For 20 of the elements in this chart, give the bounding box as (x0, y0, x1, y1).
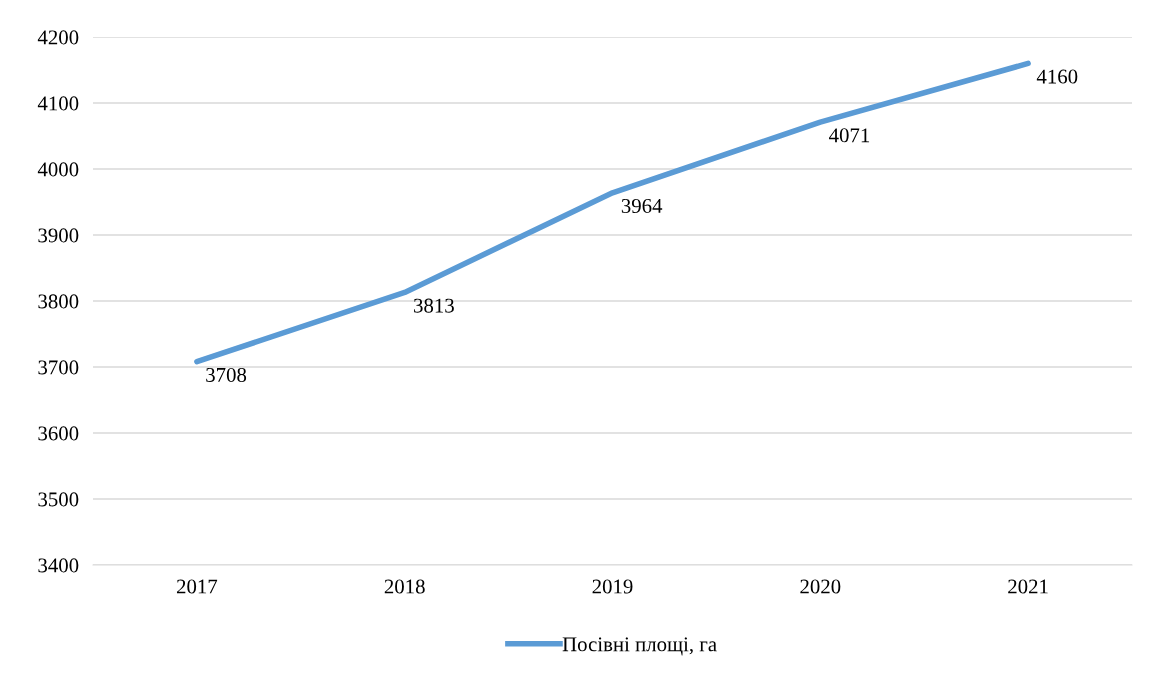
data-label: 4071 (829, 128, 870, 143)
x-tick-label: 2020 (800, 579, 841, 594)
x-tick-label: 2019 (592, 579, 633, 594)
data-label: 3708 (206, 367, 247, 382)
y-tick-label: 4000 (37, 162, 79, 177)
data-label: 4160 (1036, 69, 1078, 84)
y-tick-label: 3600 (38, 426, 79, 441)
x-tick-label: 2018 (384, 579, 425, 594)
x-tick-label: 2017 (176, 579, 218, 594)
data-label: 3964 (621, 198, 663, 213)
y-tick-label: 3400 (38, 558, 79, 573)
y-tick-label: 3500 (38, 492, 79, 507)
data-label: 3813 (414, 298, 454, 313)
y-tick-label: 3800 (38, 294, 79, 309)
y-tick-label: 4100 (37, 96, 79, 111)
x-tick-label: 2021 (1008, 579, 1048, 594)
y-tick-label: 4200 (37, 30, 79, 45)
legend-label: Посівні площі, га (562, 637, 717, 656)
y-tick-label: 3900 (38, 228, 79, 243)
y-tick-label: 3700 (38, 360, 79, 375)
